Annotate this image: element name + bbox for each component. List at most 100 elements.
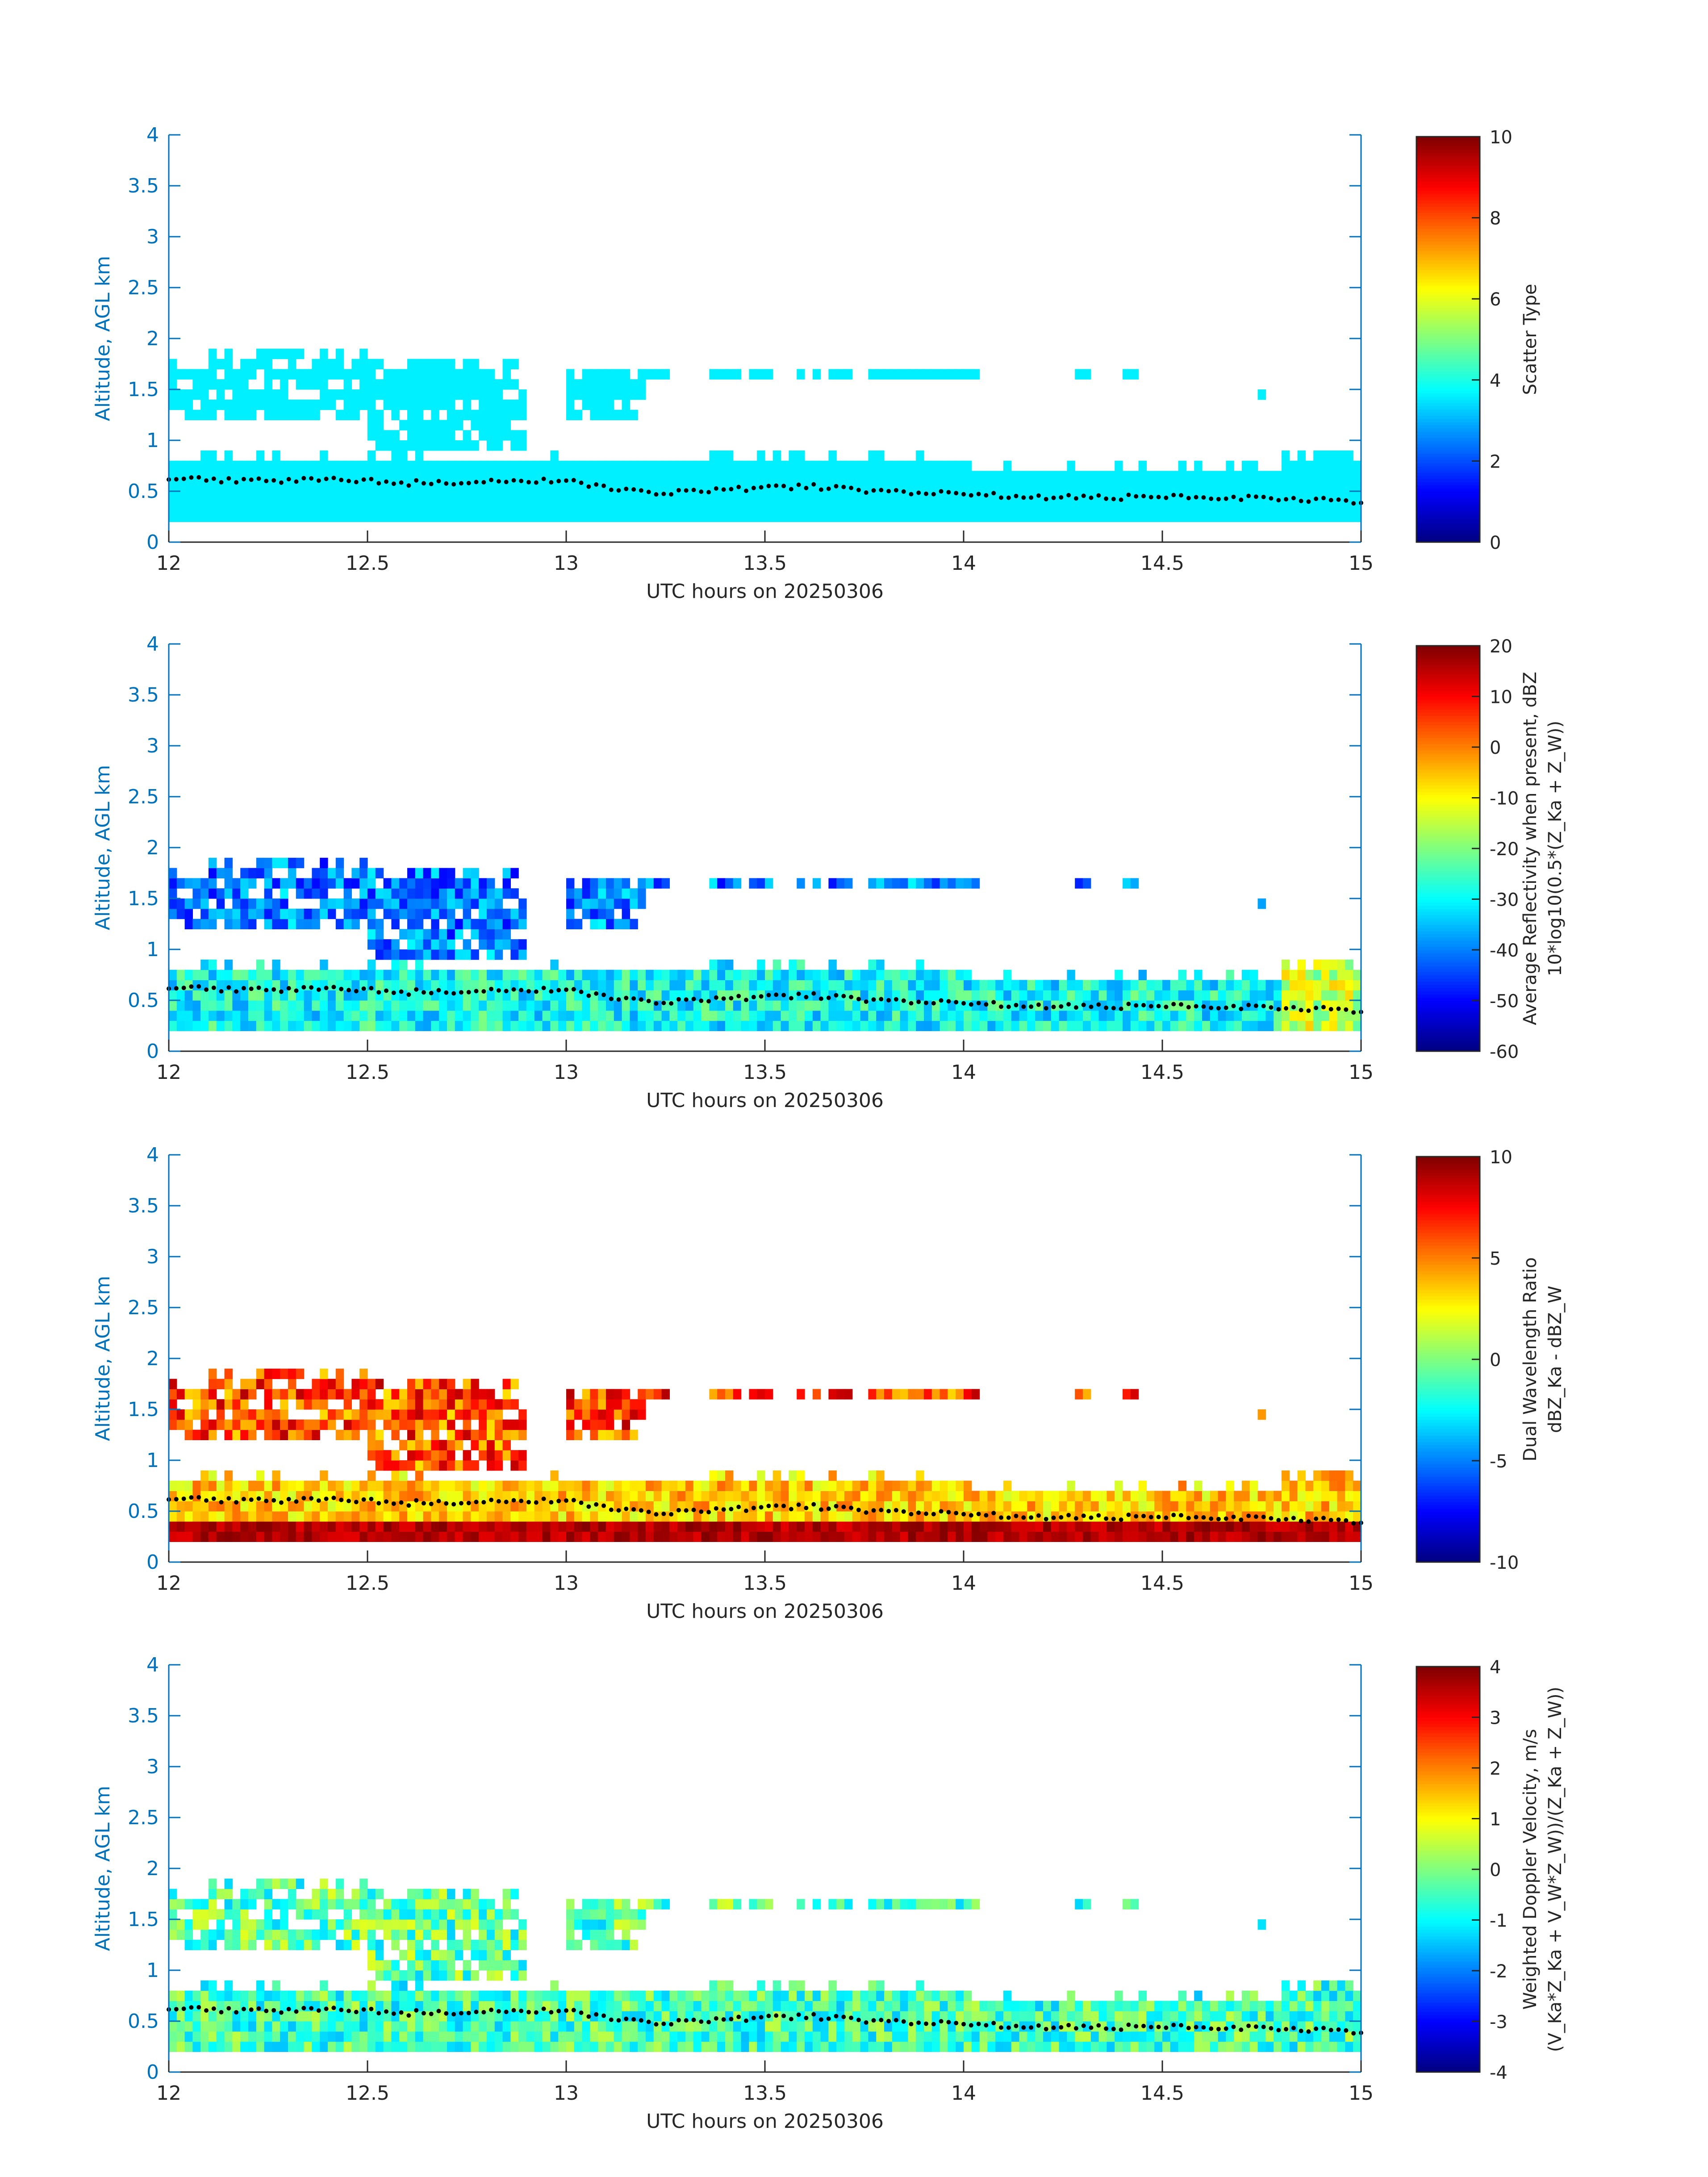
- heatmap-cell: [1083, 1501, 1091, 1512]
- heatmap-cell: [455, 888, 464, 899]
- heatmap-cell: [781, 1491, 789, 1501]
- heatmap-cell: [494, 440, 503, 451]
- heatmap-cell: [351, 1000, 360, 1011]
- heatmap-cell: [256, 990, 265, 1001]
- heatmap-cell: [272, 450, 280, 461]
- heatmap-cell: [280, 1491, 288, 1501]
- heatmap-cell: [256, 908, 265, 919]
- heatmap-cell: [479, 430, 487, 441]
- heatmap-cell: [272, 1521, 280, 1532]
- heatmap-cell: [494, 980, 503, 990]
- heatmap-cell: [209, 379, 217, 390]
- colorbar-segment: [1416, 171, 1480, 175]
- dotted-line-point: [1231, 1003, 1236, 1008]
- heatmap-cell: [733, 491, 742, 502]
- colorbar-segment: [1416, 911, 1480, 915]
- colorbar-segment: [1416, 241, 1480, 245]
- heatmap-cell: [1194, 1491, 1203, 1501]
- heatmap-cell: [916, 1531, 924, 1542]
- heatmap-cell: [447, 898, 455, 909]
- heatmap-cell: [367, 969, 376, 980]
- dotted-line-point: [1284, 497, 1289, 501]
- colorbar-segment: [1416, 1391, 1480, 1395]
- heatmap-cell: [209, 990, 217, 1001]
- heatmap-cell: [351, 1419, 360, 1430]
- colorbar-segment: [1416, 950, 1480, 953]
- heatmap-cell: [979, 511, 988, 522]
- dotted-line-point: [1014, 1003, 1019, 1007]
- heatmap-cell: [423, 1399, 431, 1410]
- x-tick-label: 13: [554, 552, 579, 575]
- heatmap-cell: [518, 460, 527, 471]
- dotted-line-point: [669, 1001, 674, 1006]
- heatmap-cell: [479, 1429, 487, 1440]
- heatmap-cell: [312, 481, 320, 492]
- colorbar-segment: [1416, 1296, 1480, 1300]
- heatmap-cell: [224, 501, 233, 512]
- heatmap-cell: [192, 898, 201, 909]
- heatmap-cell: [176, 908, 185, 919]
- heatmap-cell: [836, 1521, 845, 1532]
- heatmap-cell: [224, 481, 233, 492]
- heatmap-cell: [272, 1429, 280, 1440]
- heatmap-cell: [1329, 511, 1338, 522]
- colorbar-segment: [1416, 526, 1480, 530]
- heatmap-cell: [797, 369, 805, 380]
- dotted-line-point: [1224, 1516, 1228, 1521]
- heatmap-cell: [892, 1010, 901, 1021]
- heatmap-cell: [1337, 471, 1345, 481]
- heatmap-cell: [630, 491, 638, 502]
- heatmap-cell: [471, 949, 479, 960]
- heatmap-cell: [463, 1429, 471, 1440]
- heatmap-cell: [1305, 1511, 1314, 1522]
- heatmap-cell: [248, 1889, 257, 1899]
- heatmap-cell: [463, 369, 471, 380]
- heatmap-cell: [248, 1020, 257, 1031]
- heatmap-cell: [320, 1409, 328, 1420]
- heatmap-cell: [1297, 969, 1306, 980]
- colorbar-segment: [1416, 1248, 1480, 1252]
- heatmap-cell: [765, 1491, 773, 1501]
- heatmap-cell: [447, 1020, 455, 1031]
- heatmap-cell: [1067, 1531, 1075, 1542]
- heatmap-cell: [781, 1020, 789, 1031]
- heatmap-cell: [423, 1379, 431, 1389]
- heatmap-cell: [1130, 511, 1139, 522]
- heatmap-cell: [900, 1511, 908, 1522]
- heatmap-cell: [200, 1429, 209, 1440]
- heatmap-cell: [518, 1020, 527, 1031]
- heatmap-cell: [510, 1480, 519, 1491]
- dotted-line-point: [654, 492, 659, 497]
- heatmap-cell: [232, 1480, 241, 1491]
- heatmap-cell: [590, 511, 598, 522]
- heatmap-cell: [1274, 1491, 1282, 1501]
- heatmap-cell: [1353, 511, 1361, 522]
- heatmap-cell: [1162, 1501, 1171, 1512]
- heatmap-cell: [209, 1389, 217, 1400]
- dotted-line-point: [361, 986, 366, 991]
- heatmap-cell: [240, 359, 249, 369]
- heatmap-cell: [367, 389, 376, 400]
- heatmap-cell: [749, 460, 757, 471]
- dotted-line-point: [886, 998, 891, 1003]
- heatmap-cell: [1115, 1531, 1123, 1542]
- heatmap-cell: [335, 389, 344, 400]
- heatmap-cell: [964, 481, 972, 492]
- heatmap-cell: [836, 1531, 845, 1542]
- heatmap-cell: [757, 1010, 765, 1021]
- dotted-line-point: [436, 479, 441, 484]
- heatmap-cell: [439, 1379, 447, 1389]
- colorbar-segment: [1416, 937, 1480, 941]
- heatmap-cell: [661, 460, 670, 471]
- heatmap-cell: [192, 491, 201, 502]
- heatmap-cell: [797, 878, 805, 889]
- heatmap-cell: [1305, 980, 1314, 990]
- heatmap-cell: [606, 888, 614, 899]
- heatmap-cell: [176, 1419, 185, 1430]
- heatmap-cell: [431, 1409, 439, 1420]
- dotted-line-point: [1111, 497, 1116, 501]
- heatmap-cell: [1242, 1501, 1250, 1512]
- heatmap-cell: [343, 511, 352, 522]
- heatmap-cell: [868, 969, 877, 980]
- heatmap-cell: [209, 2031, 217, 2042]
